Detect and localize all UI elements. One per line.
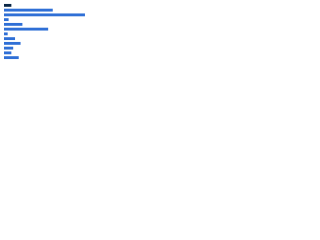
bar (4, 3, 12, 7)
bar (4, 13, 85, 17)
bar (4, 41, 21, 45)
bar (4, 37, 16, 41)
bar (4, 56, 19, 60)
bar (4, 18, 9, 22)
chart (0, 0, 100, 71)
background (0, 0, 100, 71)
bar (4, 46, 14, 50)
bar (4, 32, 8, 36)
bar (4, 51, 12, 55)
bar (4, 22, 23, 26)
bar (4, 8, 53, 12)
bar (4, 27, 49, 31)
